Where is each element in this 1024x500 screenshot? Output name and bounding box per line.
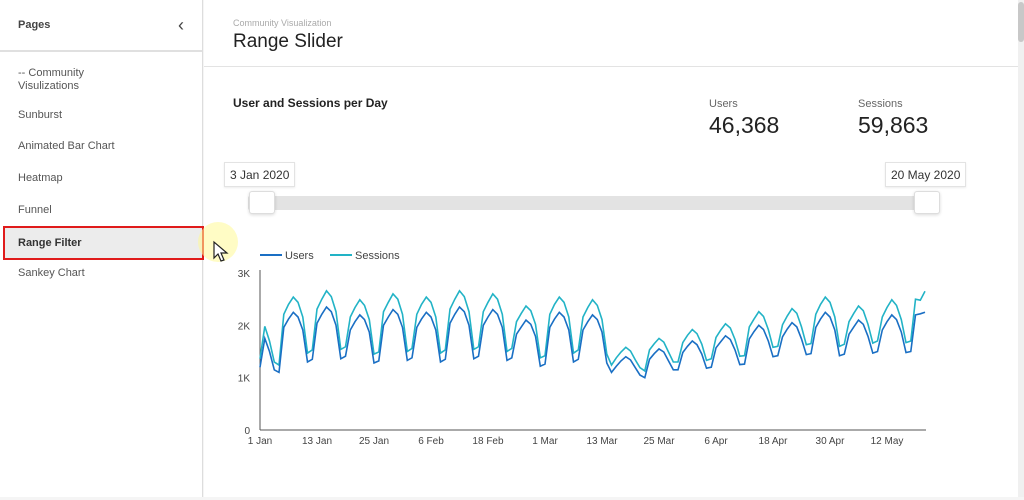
cursor-highlight: [198, 222, 238, 262]
chart-title: User and Sessions per Day: [233, 96, 388, 110]
breadcrumb: Community Visualization: [233, 18, 332, 28]
slider-start-label: 3 Jan 2020: [224, 162, 296, 187]
x-tick-label: 18 Feb: [472, 436, 504, 447]
legend: Users Sessions: [260, 250, 400, 262]
page-title: Range Slider: [233, 31, 343, 52]
sidebar: Pages ‹ -- Community Visulizations Sunbu…: [0, 0, 204, 497]
y-tick-label: 3K: [238, 269, 251, 280]
sidebar-item-heatmap[interactable]: Heatmap: [18, 172, 63, 184]
x-tick-label: 12 May: [871, 436, 904, 447]
range-slider-start-handle[interactable]: [249, 191, 275, 214]
legend-users-label: Users: [285, 250, 314, 262]
sidebar-item-sankey-chart[interactable]: Sankey Chart: [18, 267, 85, 279]
legend-sessions-label: Sessions: [355, 250, 400, 262]
x-tick-label: 13 Jan: [302, 436, 332, 447]
sidebar-item-animated-bar-chart[interactable]: Animated Bar Chart: [18, 140, 115, 152]
x-tick-label: 1 Mar: [532, 436, 558, 447]
y-tick-label: 0: [244, 426, 250, 437]
series-line-sessions: [259, 289, 926, 373]
sidebar-header: Pages ‹: [0, 0, 202, 52]
page-header: Community Visualization Range Slider: [204, 0, 1018, 67]
kpi-users: Users 46,368: [709, 98, 779, 139]
collapse-chevron-icon[interactable]: ‹: [178, 14, 184, 35]
x-tick-label: 25 Jan: [359, 436, 389, 447]
sidebar-item-sunburst[interactable]: Sunburst: [18, 109, 63, 121]
line-chart: Users Sessions 0 1K 2K 3K 1 Jan 13 Jan 25 Jan 6…: [238, 250, 926, 447]
kpi-value: 59,863: [858, 112, 929, 138]
report-canvas: Community Visualization Range Slider Use…: [204, 0, 1018, 497]
kpi-sessions: Sessions 59,863: [858, 98, 928, 139]
y-tick-label: 2K: [238, 321, 251, 332]
scrollbar-thumb[interactable]: [1018, 2, 1024, 42]
kpi-label: Sessions: [858, 98, 903, 110]
sidebar-item-funnel[interactable]: Funnel: [18, 204, 52, 216]
kpi-label: Users: [709, 98, 738, 110]
x-tick-label: 30 Apr: [816, 436, 846, 447]
mouse-pointer-icon: [213, 240, 229, 262]
y-tick-label: 1K: [238, 374, 251, 385]
x-tick-label: 18 Apr: [759, 436, 789, 447]
range-slider-track[interactable]: [248, 196, 940, 210]
scrollbar[interactable]: [1018, 0, 1024, 497]
x-tick-label: 6 Feb: [418, 436, 444, 447]
sidebar-item-range-filter[interactable]: Range Filter: [3, 226, 204, 260]
kpi-value: 46,368: [709, 112, 780, 138]
x-tick-label: 13 Mar: [586, 436, 618, 447]
x-tick-label: 6 Apr: [704, 436, 728, 447]
sidebar-item-community-visulizations[interactable]: -- Community Visulizations: [18, 67, 85, 92]
x-tick-label: 25 Mar: [643, 436, 675, 447]
sidebar-title: Pages: [18, 19, 51, 31]
series-line-users: [259, 305, 926, 379]
x-tick-label: 1 Jan: [248, 436, 272, 447]
range-slider-end-handle[interactable]: [914, 191, 940, 214]
slider-end-label: 20 May 2020: [885, 162, 967, 187]
